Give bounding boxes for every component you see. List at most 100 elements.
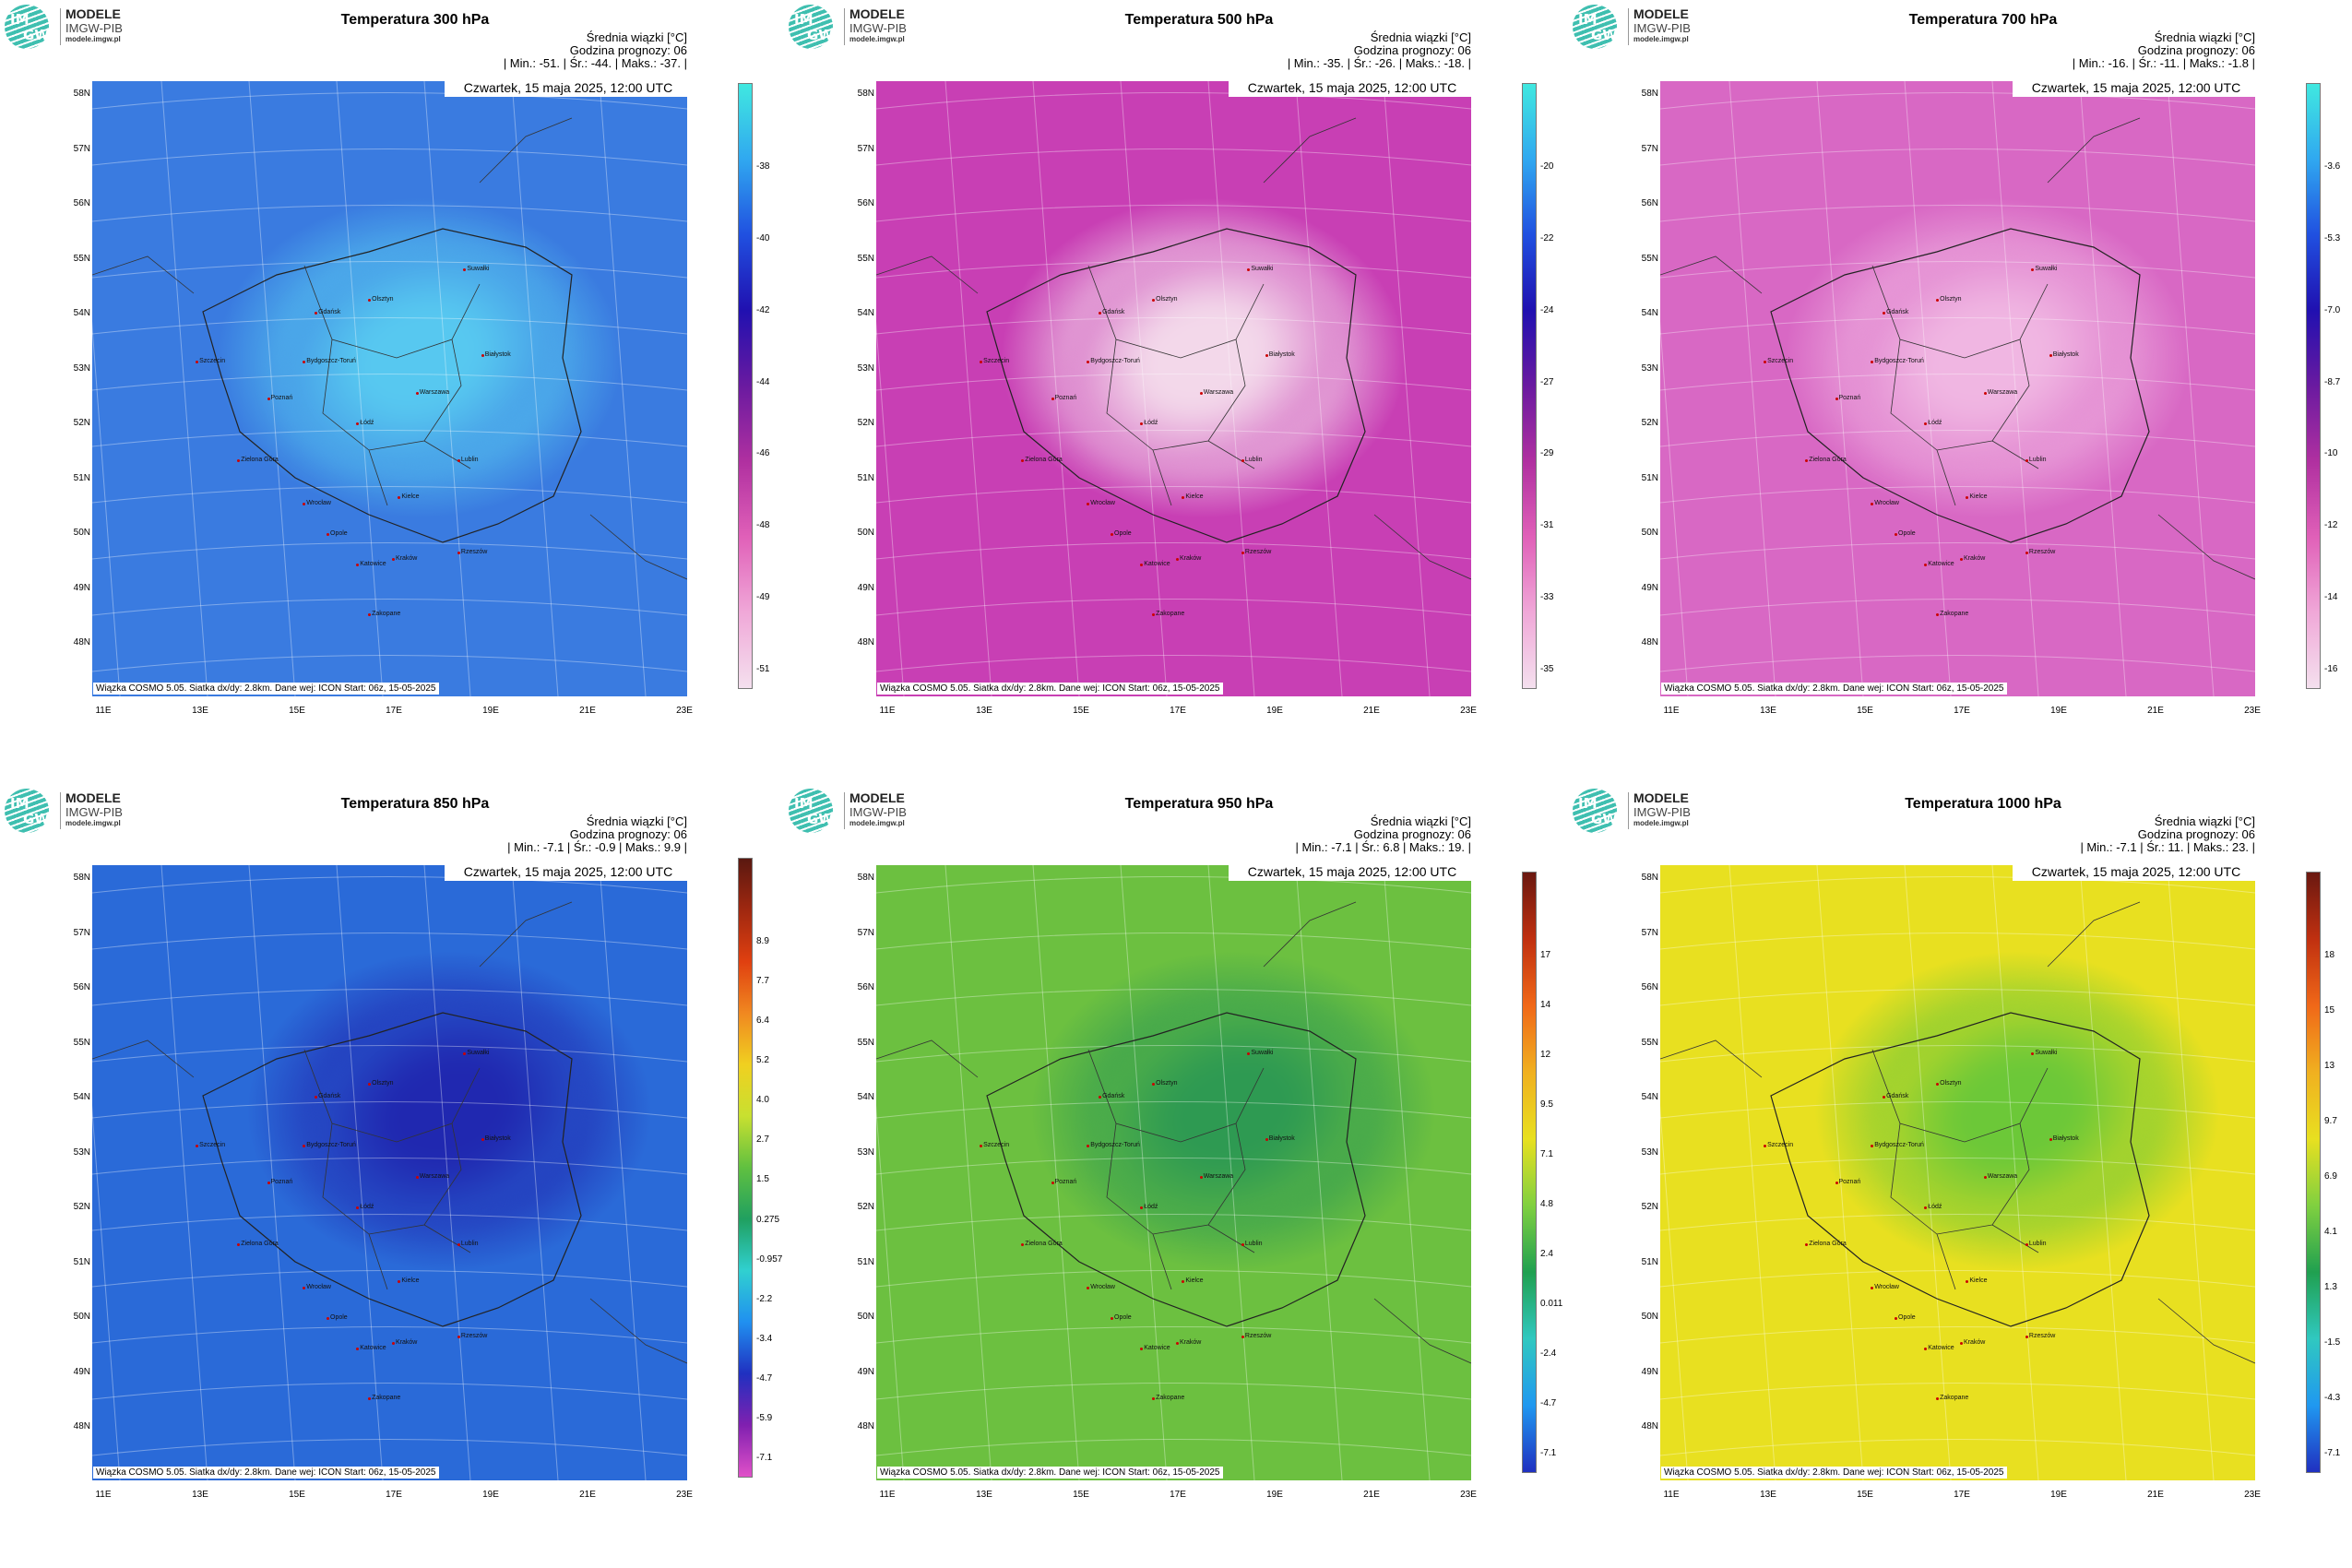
city-label: Szczecin xyxy=(196,1142,226,1149)
city-label: Lublin xyxy=(2025,456,2047,463)
longitude-label: 17E xyxy=(1954,706,1970,716)
city-label: Suwałki xyxy=(463,266,490,273)
city-label: Olsztyn xyxy=(368,296,394,303)
longitude-label: 23E xyxy=(1460,706,1477,716)
city-label: Poznań xyxy=(1051,1179,1077,1186)
logo-line1: MODELE xyxy=(65,790,121,805)
latitude-label: 52N xyxy=(1641,1202,1658,1212)
forecast-date: Czwartek, 15 maja 2025, 12:00 UTC xyxy=(1229,862,1476,881)
colorbar xyxy=(738,83,753,689)
longitude-label: 21E xyxy=(579,706,596,716)
stats-line: | Min.: -7.1 | Śr.: 11. | Maks.: 23. | xyxy=(2080,840,2255,854)
colorbar-tick: -48 xyxy=(756,520,770,531)
colorbar-tick: -16 xyxy=(2324,664,2338,674)
city-label: Zielona Góra xyxy=(1805,1240,1847,1247)
city-label: Opole xyxy=(327,529,348,537)
colorbar-tick: -0.957 xyxy=(756,1253,783,1265)
city-label: Łódź xyxy=(1140,419,1158,426)
logo-divider xyxy=(844,792,845,829)
city-label: Białystok xyxy=(481,1135,511,1143)
forecast-hour: Godzina prognozy: 06 xyxy=(1353,827,1471,841)
city-label: Łódź xyxy=(356,1203,374,1210)
latitude-label: 53N xyxy=(1641,1146,1658,1158)
latitude-label: 49N xyxy=(73,1366,90,1377)
imgw-logo: IM GW MODELE IMGW-PIB modele.imgw.pl xyxy=(789,789,936,833)
info-block: Średnia wiązki [°C] Godzina prognozy: 06 |… xyxy=(2073,31,2255,70)
colorbar-tick: -31 xyxy=(1540,520,1554,531)
logo-im-text: IM xyxy=(1578,795,1598,812)
city-label: Kraków xyxy=(1959,554,1986,562)
logo-emblem-icon: IM GW xyxy=(5,789,50,833)
city-label: Opole xyxy=(1895,1313,1916,1321)
colorbar-tick: -10 xyxy=(2324,448,2338,459)
latitude-label: 58N xyxy=(1641,89,1658,99)
colorbar-tick: -5.3 xyxy=(2324,232,2341,244)
colorbar-tick: 2.7 xyxy=(756,1134,769,1146)
colorbar-tick: 13 xyxy=(2324,1061,2335,1071)
latitude-label: 53N xyxy=(73,362,90,374)
city-label: Łódź xyxy=(356,419,374,426)
colorbar-tick: -46 xyxy=(756,448,770,459)
latitude-label: 55N xyxy=(73,253,90,264)
info-block: Średnia wiązki [°C] Godzina prognozy: 06 |… xyxy=(504,31,687,70)
longitude-label: 17E xyxy=(386,706,402,716)
logo-divider xyxy=(844,8,845,45)
latitude-label: 48N xyxy=(73,1421,90,1431)
city-label: Szczecin xyxy=(1764,358,1794,365)
logo-line2: IMGW-PIB xyxy=(849,805,907,819)
longitude-label: 21E xyxy=(1363,706,1380,716)
colorbar-tick: 18 xyxy=(2324,950,2335,960)
graticule xyxy=(876,865,1471,1480)
city-label: Gdańsk xyxy=(315,1092,341,1099)
info-block: Średnia wiązki [°C] Godzina prognozy: 06 |… xyxy=(1288,31,1471,70)
logo-line3: modele.imgw.pl xyxy=(1633,35,1689,43)
map-panel: IM GW MODELE IMGW-PIB modele.imgw.pl Temperat… xyxy=(0,0,784,784)
colorbar-tick: -20 xyxy=(1540,161,1554,172)
longitude-label: 21E xyxy=(1363,1490,1380,1500)
info-block: Średnia wiązki [°C] Godzina prognozy: 06 |… xyxy=(1295,815,1471,854)
longitude-label: 13E xyxy=(1760,706,1776,716)
latitude-label: 55N xyxy=(73,1037,90,1048)
colorbar-tick: -14 xyxy=(2324,592,2338,603)
forecast-date: Czwartek, 15 maja 2025, 12:00 UTC xyxy=(445,78,692,97)
logo-divider xyxy=(1628,792,1629,829)
latitude-label: 51N xyxy=(1641,472,1658,483)
colorbar-tick: 4.0 xyxy=(756,1095,769,1106)
city-label: Kielce xyxy=(398,1277,420,1284)
graticule xyxy=(92,865,687,1480)
city-label: Olsztyn xyxy=(368,1080,394,1087)
city-label: Katowice xyxy=(1140,1345,1170,1352)
latitude-label: 51N xyxy=(857,472,874,483)
city-label: Warszawa xyxy=(1199,388,1234,396)
colorbar-tick: 9.5 xyxy=(1540,1099,1553,1110)
forecast-date: Czwartek, 15 maja 2025, 12:00 UTC xyxy=(2013,862,2260,881)
forecast-date: Czwartek, 15 maja 2025, 12:00 UTC xyxy=(2013,78,2260,97)
latitude-label: 49N xyxy=(1641,1366,1658,1377)
colorbar-tick: -40 xyxy=(756,232,770,244)
city-label: Olsztyn xyxy=(1936,296,1962,303)
graticule xyxy=(92,81,687,696)
forecast-date: Czwartek, 15 maja 2025, 12:00 UTC xyxy=(445,862,692,881)
longitude-label: 17E xyxy=(1170,1490,1186,1500)
longitude-label: 11E xyxy=(95,1490,112,1500)
city-label: Gdańsk xyxy=(1883,1092,1909,1099)
latitude-label: 53N xyxy=(857,1146,874,1158)
model-footer: Wiązka COSMO 5.05. Siatka dx/dy: 2.8km. … xyxy=(93,683,439,695)
colorbar-tick: 2.4 xyxy=(1540,1249,1553,1259)
city-label: Olsztyn xyxy=(1936,1080,1962,1087)
latitude-label: 50N xyxy=(73,1312,90,1322)
imgw-logo: IM GW MODELE IMGW-PIB modele.imgw.pl xyxy=(5,789,152,833)
city-label: Kraków xyxy=(391,554,418,562)
panel-title: Temperatura 1000 hPa xyxy=(1905,796,2061,812)
temperature-map: Gdańsk Olsztyn Suwałki Białystok Szczecin Byd… xyxy=(876,81,1471,696)
subtitle: Średnia wiązki [°C] xyxy=(2154,30,2255,44)
colorbar-tick: -7.0 xyxy=(2324,304,2341,315)
longitude-label: 21E xyxy=(579,1490,596,1500)
city-label: Kielce xyxy=(1182,493,1204,500)
city-label: Kraków xyxy=(391,1338,418,1346)
logo-line3: modele.imgw.pl xyxy=(65,819,121,827)
city-label: Wrocław xyxy=(303,499,331,506)
temperature-map: Gdańsk Olsztyn Suwałki Białystok Szczecin Byd… xyxy=(1660,81,2255,696)
logo-gw-text: GW xyxy=(807,27,834,43)
logo-gw-text: GW xyxy=(23,811,50,827)
